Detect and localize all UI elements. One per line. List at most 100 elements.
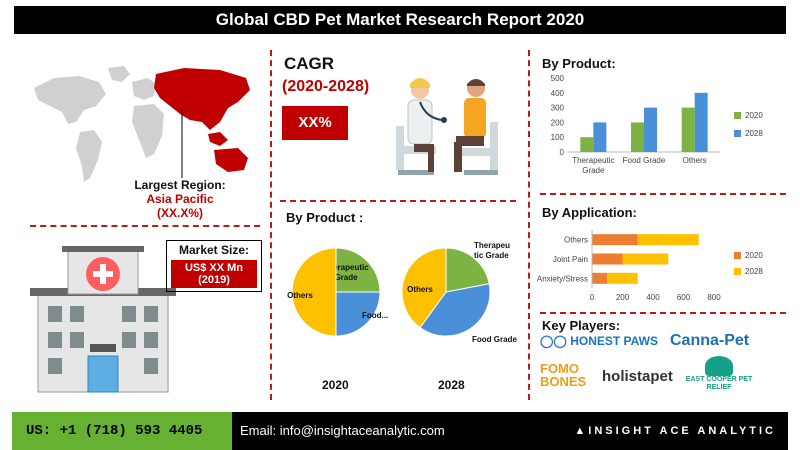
x-tick-label: 800 <box>707 293 721 302</box>
y-tick-label: 500 <box>551 74 565 83</box>
map-north-america <box>34 76 106 124</box>
region-name: Asia Pacific <box>146 192 214 206</box>
left-divider <box>30 225 260 227</box>
key-players-title: Key Players: <box>542 318 621 333</box>
logo-canna-pet: Canna-Pet <box>670 332 750 349</box>
page-title: Global CBD Pet Market Research Report 20… <box>14 6 786 34</box>
map-asia <box>154 68 250 130</box>
logo-fomo-bones: FOMO BONES <box>540 361 587 389</box>
footer-email[interactable]: Email: info@insightaceanalytic.com <box>232 412 788 450</box>
bar-2020 <box>681 107 695 152</box>
legend-label: 2028 <box>745 267 763 276</box>
logo-east-cooper: EAST COOPER PET RELIEF <box>684 356 754 392</box>
hospital-illustration <box>30 246 176 393</box>
by-product-bar-title: By Product: <box>542 56 616 71</box>
legend-label: 2020 <box>745 111 763 120</box>
x-tick-label: Grade <box>582 166 605 175</box>
pie-label: Grade <box>334 273 358 282</box>
bar-2020 <box>580 137 594 152</box>
world-map <box>34 66 250 182</box>
y-tick-label: 200 <box>551 118 565 127</box>
cagr-title: CAGR <box>284 54 335 73</box>
bar-2028 <box>593 122 607 152</box>
pie-slice <box>419 283 491 337</box>
pie-2020-caption: 2020 <box>322 378 349 392</box>
pie-slice <box>445 247 490 293</box>
market-size-label: Market Size: <box>178 243 250 257</box>
y-tick-label: Others <box>564 236 588 245</box>
divider-left <box>270 50 272 400</box>
pie-label: Others <box>287 291 313 300</box>
bar-2020 <box>592 272 608 284</box>
map-se-asia <box>208 132 228 146</box>
legend-label: 2020 <box>745 251 763 260</box>
x-tick-label: 200 <box>616 293 630 302</box>
by-product-pie-title: By Product : <box>286 210 364 225</box>
logo-honest-paws: ◯◯ HONEST PAWS <box>540 334 658 348</box>
bar-2028 <box>637 234 699 246</box>
pie-label: Food Grade <box>472 335 517 344</box>
legend-swatch <box>734 130 741 137</box>
map-africa <box>132 104 164 158</box>
pie-2028-caption: 2028 <box>438 378 465 392</box>
x-tick-label: Others <box>683 156 707 165</box>
y-tick-label: Anxiety/Stress <box>537 274 588 283</box>
x-tick-label: 600 <box>677 293 691 302</box>
legend-swatch <box>734 252 741 259</box>
y-tick-label: Joint Pain <box>553 255 588 264</box>
by-application-title: By Application: <box>542 205 637 220</box>
legend-swatch <box>734 112 741 119</box>
cagr-period: (2020-2028) <box>282 78 370 95</box>
pie-label: Therapeu <box>474 241 510 250</box>
x-tick-label: Therapeutic <box>572 156 614 165</box>
legend-swatch <box>734 268 741 275</box>
map-australia <box>214 148 248 172</box>
by-application-bar-chart: Others Joint Pain Anxiety/Stress 0 200 400 600… <box>537 230 763 302</box>
right-divider-1 <box>540 193 786 195</box>
pie-label: Others <box>407 285 433 294</box>
pie-slice <box>291 247 337 337</box>
pie-slice <box>401 247 447 329</box>
footer: US: +1 (718) 593 4405 Email: info@insigh… <box>0 412 800 450</box>
y-tick-label: 0 <box>560 148 565 157</box>
region-label: Largest Region: <box>134 178 226 192</box>
x-tick-label: 0 <box>590 293 595 302</box>
brand-logo-icon: ▲ <box>574 425 589 437</box>
map-greenland <box>108 66 130 82</box>
bar-2028 <box>607 272 638 284</box>
pie-slice <box>335 247 381 293</box>
pie-slice <box>335 291 381 337</box>
market-size-year: (2019) <box>198 274 230 286</box>
x-tick-label: Food Grade <box>623 156 666 165</box>
bar-2028 <box>622 253 669 265</box>
middle-divider <box>280 200 516 202</box>
pie-label: Therapeutic <box>323 263 369 272</box>
right-divider-2 <box>540 312 786 314</box>
dog-icon <box>705 356 733 376</box>
cagr-value: XX% <box>282 106 348 140</box>
doctor-patient-illustration <box>396 78 498 175</box>
bar-2028 <box>644 107 657 152</box>
map-europe <box>132 78 156 100</box>
paw-icon: ◯◯ <box>540 334 567 348</box>
market-size-value: US$ XX Mn <box>184 262 244 274</box>
logo-holistapet: holistapet <box>602 368 673 385</box>
region-value: (XX.X%) <box>156 206 203 220</box>
map-south-america <box>76 130 102 182</box>
bar-2020 <box>631 122 644 152</box>
pie-label: tic Grade <box>474 251 509 260</box>
bar-2020 <box>592 234 638 246</box>
y-tick-label: 300 <box>551 104 565 113</box>
pie-label: Food... <box>362 311 388 320</box>
y-tick-label: 400 <box>551 89 565 98</box>
footer-phone[interactable]: US: +1 (718) 593 4405 <box>12 412 232 450</box>
footer-brand: ▲ INSIGHT ACE ANALYTIC <box>574 425 776 437</box>
divider-right <box>528 50 530 400</box>
bar-2020 <box>592 253 623 265</box>
legend-label: 2028 <box>745 129 763 138</box>
y-tick-label: 100 <box>551 133 565 142</box>
bar-2028 <box>694 92 708 152</box>
x-tick-label: 400 <box>646 293 660 302</box>
